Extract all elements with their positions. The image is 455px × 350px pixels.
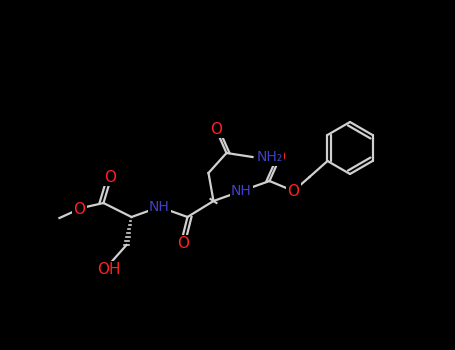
Text: O: O [273, 149, 285, 164]
Text: O: O [288, 183, 299, 198]
Text: NH: NH [149, 200, 170, 214]
Text: O: O [105, 169, 116, 184]
Text: NH₂: NH₂ [257, 150, 283, 164]
Text: NH: NH [231, 184, 252, 198]
Text: O: O [211, 121, 222, 136]
Text: O: O [74, 202, 86, 217]
Text: OH: OH [97, 262, 120, 278]
Text: O: O [177, 237, 189, 252]
